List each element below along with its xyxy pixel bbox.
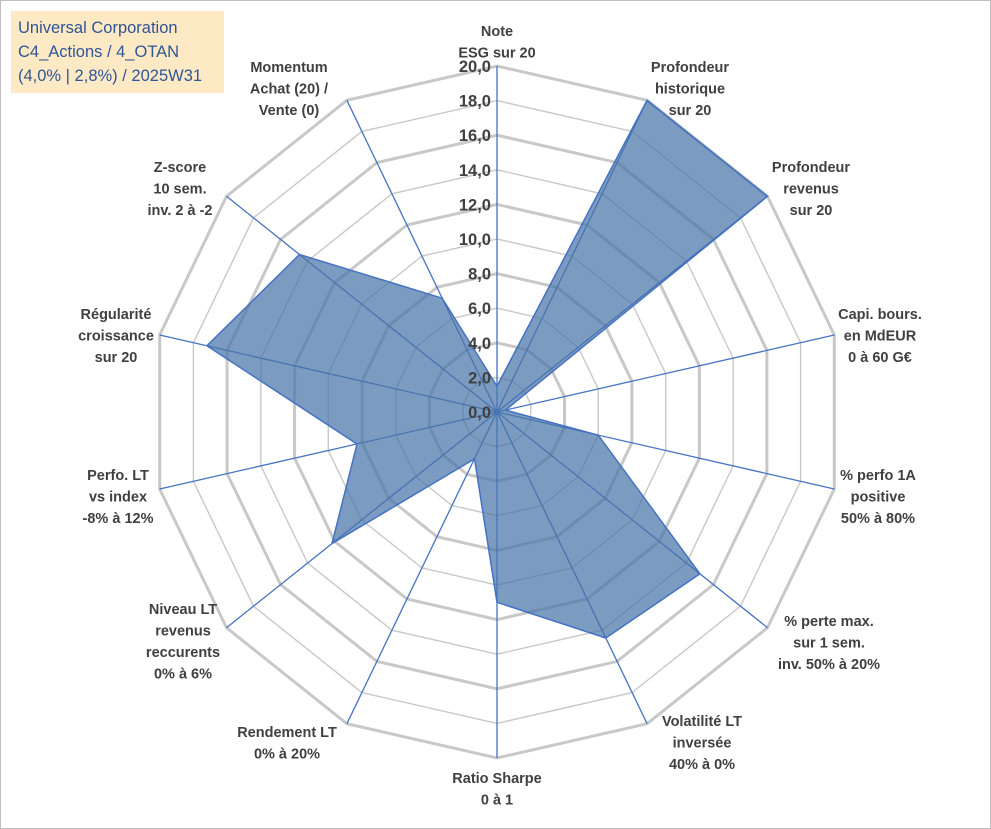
tick-label: 18,0 [459,93,491,111]
axis-label: Achat (20) / [250,82,328,98]
chart-title-box: Universal Corporation C4_Actions / 4_OTA… [11,11,224,93]
axis-label: 40% à 0% [669,757,735,773]
axis-label: Profondeur [772,160,850,176]
axis-label: positive [851,490,906,506]
axis-label: 0 à 60 G€ [848,350,912,366]
axis-label: sur 1 sem. [793,636,865,652]
axis-label: 0% à 20% [254,747,320,763]
axis-label: Momentum [250,60,327,76]
tick-label: 12,0 [459,196,491,214]
tick-label: 4,0 [468,335,491,353]
axis-label: inv. 2 à -2 [147,203,212,219]
axis-label: Profondeur [651,60,729,76]
axis-label: sur 20 [669,103,712,119]
axis-label: Ratio Sharpe [452,771,541,787]
series-layer [205,99,769,639]
axis-label: ESG sur 20 [458,46,535,62]
axis-label: 0% à 6% [154,667,212,683]
axis-label: en MdEUR [844,329,917,345]
chart-title-line-1: Universal Corporation [18,19,178,37]
axis-label: Perfo. LT [87,468,149,484]
tick-label: 10,0 [459,231,491,249]
axis-label: Z-score [154,160,206,176]
axis-label: Rendement LT [237,725,337,741]
tick-label: 0,0 [468,404,491,422]
axis-label: croissance [78,329,154,345]
tick-label: 6,0 [468,300,491,318]
axis-label: Niveau LT [149,602,217,618]
axis-label: -8% à 12% [83,511,154,527]
label-layer: Note ESG sur 20 Profondeur historique sur 20… [78,24,922,809]
axis-label: 10 sem. [153,182,206,198]
tick-layer: 0,0 2,0 4,0 6,0 8,0 10,0 12,0 14,0 16,0 18,0 20,0 [459,58,491,422]
axis-label: Vente (0) [259,103,320,119]
axis-label: % perfo 1A [840,468,916,484]
axis-label: inv. 50% à 20% [778,657,880,673]
axis-label: sur 20 [790,203,833,219]
axis-spoke [346,411,498,724]
chart-title-line-3: (4,0% | 2,8%) / 2025W31 [18,67,203,85]
axis-label: 50% à 80% [841,511,915,527]
tick-label: 8,0 [468,266,491,284]
axis-label: Volatilité LT [662,714,742,730]
chart-title-line-2: C4_Actions / 4_OTAN [18,43,180,61]
axis-label: revenus [155,624,211,640]
axis-label: Régularité [81,307,152,323]
axis-label: historique [655,82,725,98]
axis-label: sur 20 [95,350,138,366]
axis-label: inversée [673,736,732,752]
tick-label: 14,0 [459,162,491,180]
tick-label: 2,0 [468,369,491,387]
axis-label: Capi. bours. [838,307,922,323]
tick-label: 16,0 [459,127,491,145]
tick-label: 20,0 [459,58,491,76]
axis-label: 0 à 1 [481,793,513,809]
axis-label: reccurents [146,645,220,661]
axis-label: % perte max. [784,614,873,630]
axis-label: vs index [89,490,147,506]
axis-spoke [496,334,835,413]
axis-label: revenus [783,182,839,198]
axis-label: Note [481,24,513,40]
